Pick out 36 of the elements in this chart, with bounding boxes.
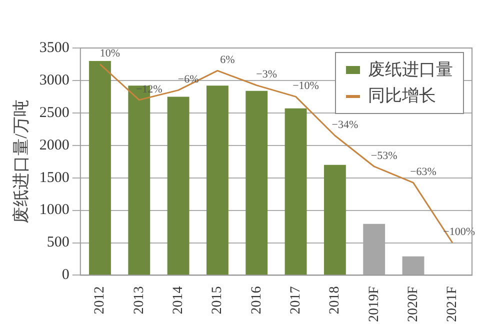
x-tick-label: 2018	[328, 286, 343, 314]
bar	[324, 164, 346, 275]
data-label: 6%	[220, 54, 235, 66]
data-label: −10%	[292, 80, 319, 92]
legend-label: 废纸进口量	[368, 59, 453, 81]
y-tick-label: 500	[46, 234, 70, 251]
y-tick-label: 2000	[39, 137, 70, 154]
bar	[167, 96, 190, 275]
data-label: −53%	[370, 150, 398, 162]
bar	[89, 60, 111, 275]
data-label: −34%	[332, 119, 358, 132]
y-tick-label: 3000	[39, 72, 70, 88]
bar	[284, 108, 307, 275]
x-tick-label: 2014	[170, 286, 186, 314]
y-tick-label: 1500	[39, 170, 70, 186]
y-tick-label: 2500	[39, 104, 70, 121]
x-tick-label: 2020F	[406, 286, 421, 322]
legend-label: 同比增长	[368, 85, 436, 107]
x-tick-label: 2015	[210, 286, 226, 314]
y-tick-label: 3500	[39, 40, 70, 56]
data-label: 10%	[100, 48, 120, 60]
bar	[206, 86, 228, 275]
x-tick-label: 2019F	[366, 286, 382, 322]
y-axis-title: 废纸进口量/万吨	[12, 100, 31, 224]
bar	[246, 90, 268, 275]
x-tick-label: 2017	[288, 286, 304, 314]
bar	[402, 256, 424, 275]
data-label: −63%	[410, 166, 436, 178]
data-label: −3%	[256, 68, 278, 81]
x-tick-label: 2012	[92, 286, 108, 314]
x-tick-label: 2013	[132, 286, 147, 314]
x-tick-label: 2021F	[445, 286, 460, 322]
x-tick-label: 2016	[249, 286, 264, 314]
data-label: −6%	[178, 74, 199, 86]
y-tick-label: 1000	[39, 202, 70, 218]
y-tick-label: 0	[62, 267, 70, 284]
